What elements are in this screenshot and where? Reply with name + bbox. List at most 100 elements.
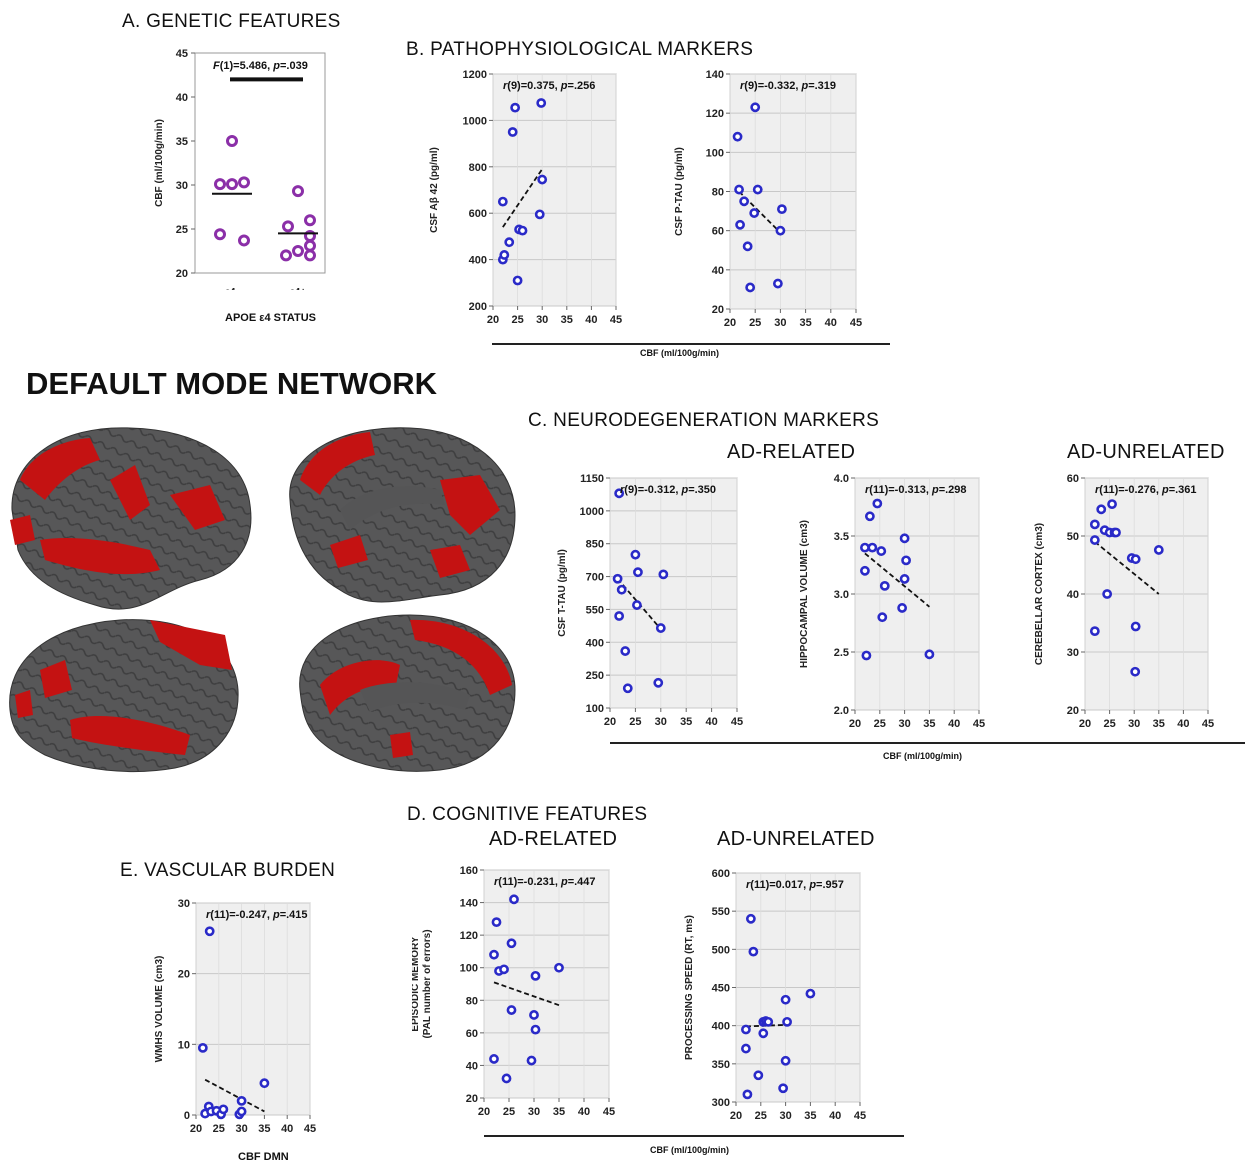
episodic-ytick-label: 160 (460, 865, 478, 877)
chart-episodic: 20 40 60 80 100 120 140 160 20 25 30 35 40 45 EPISODIC… (412, 865, 615, 1118)
apoe-point (226, 135, 238, 147)
hippocampal-point (899, 533, 910, 544)
ptau-xtick-label: 40 (825, 317, 837, 329)
chart-cerebellar: 20 30 40 50 60 20 25 30 35 40 45 CEREBELLAR CORTEX … (1034, 473, 1214, 730)
processing-point (805, 988, 816, 999)
processing-xtick-label: 30 (779, 1110, 791, 1122)
hippocampal-point (924, 649, 935, 660)
episodic-point (491, 917, 502, 928)
abeta-point (536, 98, 547, 108)
hippocampal-point (877, 612, 888, 623)
apoe-ytick-label: 30 (176, 180, 188, 192)
processing-ytick-label: 300 (712, 1097, 730, 1109)
d-shared-line (484, 1135, 904, 1137)
apoe-point (214, 228, 226, 241)
wmhs-xtick-label: 40 (281, 1123, 293, 1135)
hippocampal-point (860, 565, 870, 576)
processing-xtick-label: 35 (804, 1110, 816, 1122)
cerebellar-ytick-label: 30 (1067, 647, 1079, 659)
wmhs-ytick-label: 0 (184, 1110, 190, 1122)
cerebellar-point (1089, 519, 1100, 530)
ptau-point (749, 208, 760, 218)
ptau-ytick-label: 40 (712, 265, 724, 277)
apoe-point (292, 245, 304, 257)
processing-point (753, 1070, 764, 1081)
processing-point (742, 1089, 753, 1100)
wmhs-point (236, 1095, 247, 1106)
abeta-annotation: r(9)=0.375, p=.256 (503, 80, 595, 92)
abeta-xtick-label: 25 (511, 314, 523, 326)
apoe-point (280, 249, 292, 262)
ptau-point (742, 241, 753, 252)
processing-point (778, 1083, 789, 1094)
ptau-point (775, 225, 786, 236)
ptau-ytick-label: 20 (712, 304, 724, 316)
abeta-point (499, 250, 510, 260)
ttau-xtick-label: 45 (731, 716, 743, 728)
wmhs-trendline (204, 1078, 265, 1113)
wmhs-annotation: r(11)=-0.247, p=.415 (206, 909, 308, 921)
abeta-ytick-label: 1000 (463, 115, 487, 127)
wmhs-xtick-label: 35 (258, 1123, 270, 1135)
processing-point (748, 946, 759, 957)
processing-ylabel: PROCESSING SPEED (RT, ms) (684, 915, 695, 1060)
brain-lateral-left (10, 427, 252, 610)
wmhs-ytick-label: 20 (178, 969, 190, 981)
ptau-xtick-label: 20 (724, 317, 736, 329)
apoe-point (282, 220, 294, 233)
ptau-xtick-label: 30 (774, 317, 786, 329)
episodic-point (501, 1073, 512, 1084)
ttau-point (655, 623, 666, 633)
wmhs-xtick-label: 20 (190, 1123, 202, 1135)
cerebellar-xtick-label: 25 (1103, 718, 1115, 730)
section-title-neurodegeneration: C. NEURODEGENERATION MARKERS (528, 410, 880, 431)
wmhs-ytick-label: 30 (178, 898, 190, 910)
ttau-ytick-label: 550 (586, 604, 604, 616)
hippocampal-ytick-label: 3.5 (834, 531, 849, 543)
b-shared-xlabel: CBF (ml/100g/min) (640, 348, 720, 358)
cerebellar-xtick-label: 35 (1153, 718, 1165, 730)
processing-ytick-label: 500 (712, 944, 730, 956)
section-title-pathophysiological: B. PATHOPHYSIOLOGICAL MARKERS (406, 39, 754, 60)
processing-ytick-label: 350 (712, 1059, 730, 1071)
cerebellar-point (1096, 504, 1107, 515)
hippocampal-ytick-label: 3.0 (834, 589, 849, 601)
episodic-ytick-label: 20 (466, 1093, 478, 1105)
wmhs-point (236, 1106, 247, 1117)
brain-views (9, 427, 516, 773)
episodic-point (530, 970, 541, 981)
ttau-point (614, 488, 625, 499)
hippocampal-point (901, 555, 911, 566)
apoe-ytick-label: 20 (176, 268, 188, 280)
episodic-ytick-label: 100 (460, 963, 478, 975)
cerebellar-point (1130, 621, 1141, 632)
ttau-ytick-label: 850 (586, 539, 604, 551)
episodic-xtick-label: 25 (503, 1106, 515, 1118)
ptau-ytick-label: 80 (712, 187, 724, 199)
processing-point (741, 1043, 751, 1054)
hippocampal-xtick-label: 25 (874, 718, 886, 730)
episodic-xtick-label: 30 (528, 1106, 540, 1118)
abeta-ytick-label: 800 (469, 162, 487, 174)
episodic-ytick-label: 120 (460, 930, 478, 942)
episodic-plot-area (483, 869, 610, 1099)
cerebellar-xtick-label: 45 (1202, 718, 1214, 730)
hippocampal-xtick-label: 30 (898, 718, 910, 730)
apoe-ytick-label: 40 (176, 92, 188, 104)
abeta-point (507, 127, 518, 137)
ptau-point (745, 282, 756, 293)
processing-point (741, 1024, 751, 1035)
cerebellar-point (1130, 666, 1141, 677)
processing-point (763, 1016, 774, 1027)
processing-annotation: r(11)=0.017, p=.957 (746, 879, 844, 891)
episodic-point (554, 962, 564, 973)
subtitle-ad-unrelated-c: AD-UNRELATED (1067, 441, 1225, 463)
episodic-point (530, 1024, 541, 1035)
section-title-genetic: A. GENETIC FEATURES (122, 11, 341, 32)
apoe-point (304, 214, 316, 227)
ttau-point (658, 569, 669, 580)
apoe-point (226, 178, 238, 191)
apoe-point (304, 249, 316, 262)
cerebellar-annotation: r(11)=-0.276, p=.361 (1095, 484, 1197, 496)
ttau-xtick-label: 30 (655, 716, 667, 728)
